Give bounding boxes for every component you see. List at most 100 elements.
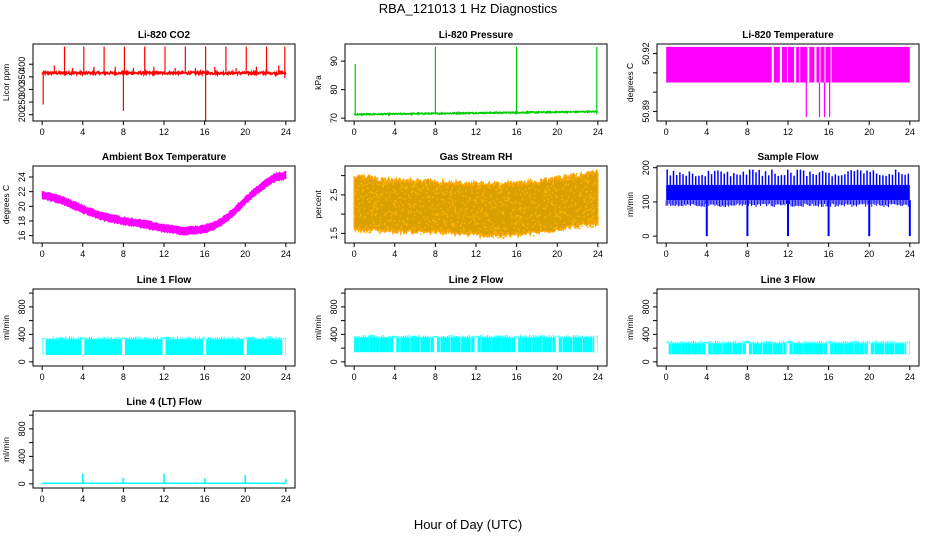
- rh-point: [400, 226, 402, 228]
- rh-point: [584, 205, 587, 207]
- x-tick-label: 12: [159, 372, 169, 382]
- rh-point: [463, 183, 466, 185]
- rh-point: [354, 227, 357, 230]
- rh-point: [594, 219, 597, 222]
- rh-point: [372, 181, 374, 184]
- rh-point: [418, 188, 421, 190]
- rh-point: [414, 181, 417, 184]
- rh-point: [584, 200, 586, 203]
- rh-point: [450, 191, 452, 193]
- rh-point: [372, 186, 375, 189]
- rh-point: [547, 198, 550, 200]
- rh-point: [375, 214, 377, 217]
- y-tick-label: 0: [17, 481, 27, 486]
- rh-point: [421, 187, 424, 190]
- rh-point: [517, 228, 519, 230]
- rh-point: [534, 202, 536, 205]
- rh-point: [381, 204, 384, 206]
- rh-point: [518, 220, 520, 222]
- rh-point: [492, 182, 494, 185]
- rh-point: [501, 236, 504, 239]
- rh-point: [401, 179, 403, 182]
- x-tick-label: 8: [745, 127, 750, 137]
- rh-point: [485, 215, 487, 217]
- x-tick-label: 8: [433, 249, 438, 259]
- rh-point: [499, 236, 501, 239]
- rh-point: [433, 217, 436, 219]
- rh-point: [499, 192, 502, 195]
- rh-point: [524, 188, 527, 191]
- rh-point: [493, 229, 495, 232]
- x-tick-label: 0: [40, 249, 45, 259]
- x-tick-label: 0: [664, 127, 669, 137]
- rh-point: [531, 186, 533, 188]
- rh-point: [495, 204, 497, 207]
- rh-point: [394, 178, 396, 180]
- rh-point: [380, 180, 383, 182]
- rh-point: [481, 207, 483, 210]
- rh-point: [522, 211, 525, 214]
- rh-point: [386, 199, 388, 202]
- rh-point: [565, 178, 568, 181]
- rh-point: [490, 196, 492, 199]
- rh-point: [367, 198, 369, 201]
- rh-point: [537, 204, 540, 207]
- rh-point: [509, 236, 512, 238]
- panel-licor_temp: Li-820 Temperature degrees C 0 4 8 12 16 20 24 50…: [625, 30, 920, 137]
- rh-point: [470, 188, 473, 191]
- rh-point: [428, 220, 431, 223]
- rh-point: [503, 237, 505, 239]
- rh-point: [409, 210, 412, 213]
- rh-point: [403, 223, 405, 225]
- rh-point: [460, 229, 462, 232]
- rh-point: [524, 206, 526, 208]
- rh-point: [514, 216, 517, 219]
- rh-point: [427, 196, 429, 198]
- rh-point: [387, 226, 389, 229]
- rh-point: [399, 180, 401, 183]
- rh-point: [465, 182, 467, 184]
- rh-point: [487, 218, 490, 221]
- rh-point: [574, 204, 577, 206]
- x-tick-label: 16: [824, 249, 834, 259]
- rh-point: [530, 193, 532, 196]
- rh-point: [545, 194, 548, 196]
- rh-point: [376, 183, 378, 185]
- rh-point: [471, 191, 473, 194]
- plot-frame: [344, 43, 608, 122]
- rh-point: [399, 196, 402, 199]
- rh-point: [544, 190, 546, 193]
- rh-point: [474, 200, 476, 202]
- rh-point: [571, 178, 574, 181]
- rh-point: [502, 210, 505, 213]
- temp-band: [41, 170, 287, 236]
- x-tick-label: 8: [745, 372, 750, 382]
- rh-point: [448, 197, 451, 200]
- rh-point: [368, 200, 371, 203]
- rh-point: [376, 179, 379, 181]
- y-axis-label: ml/min: [625, 192, 635, 217]
- rh-point: [554, 215, 557, 218]
- y-tick-label: 100: [641, 194, 651, 209]
- rh-point: [564, 174, 567, 176]
- rh-point: [418, 189, 421, 192]
- panel-title: Line 1 Flow: [137, 275, 192, 286]
- rh-point: [374, 224, 377, 227]
- rh-point: [539, 214, 541, 217]
- temp-band: [800, 46, 808, 83]
- rh-point: [436, 223, 439, 226]
- rh-point: [436, 198, 439, 200]
- panel-title: Line 4 (LT) Flow: [126, 397, 202, 408]
- rh-point: [565, 200, 568, 203]
- rh-point: [471, 183, 474, 186]
- y-tick-label: 400: [641, 327, 651, 342]
- rh-point: [461, 201, 464, 204]
- rh-point: [552, 183, 554, 185]
- rh-point: [480, 234, 482, 236]
- rh-point: [466, 201, 469, 203]
- rh-point: [371, 198, 373, 201]
- rh-point: [539, 178, 542, 181]
- rh-point: [519, 202, 522, 205]
- rh-point: [494, 182, 496, 185]
